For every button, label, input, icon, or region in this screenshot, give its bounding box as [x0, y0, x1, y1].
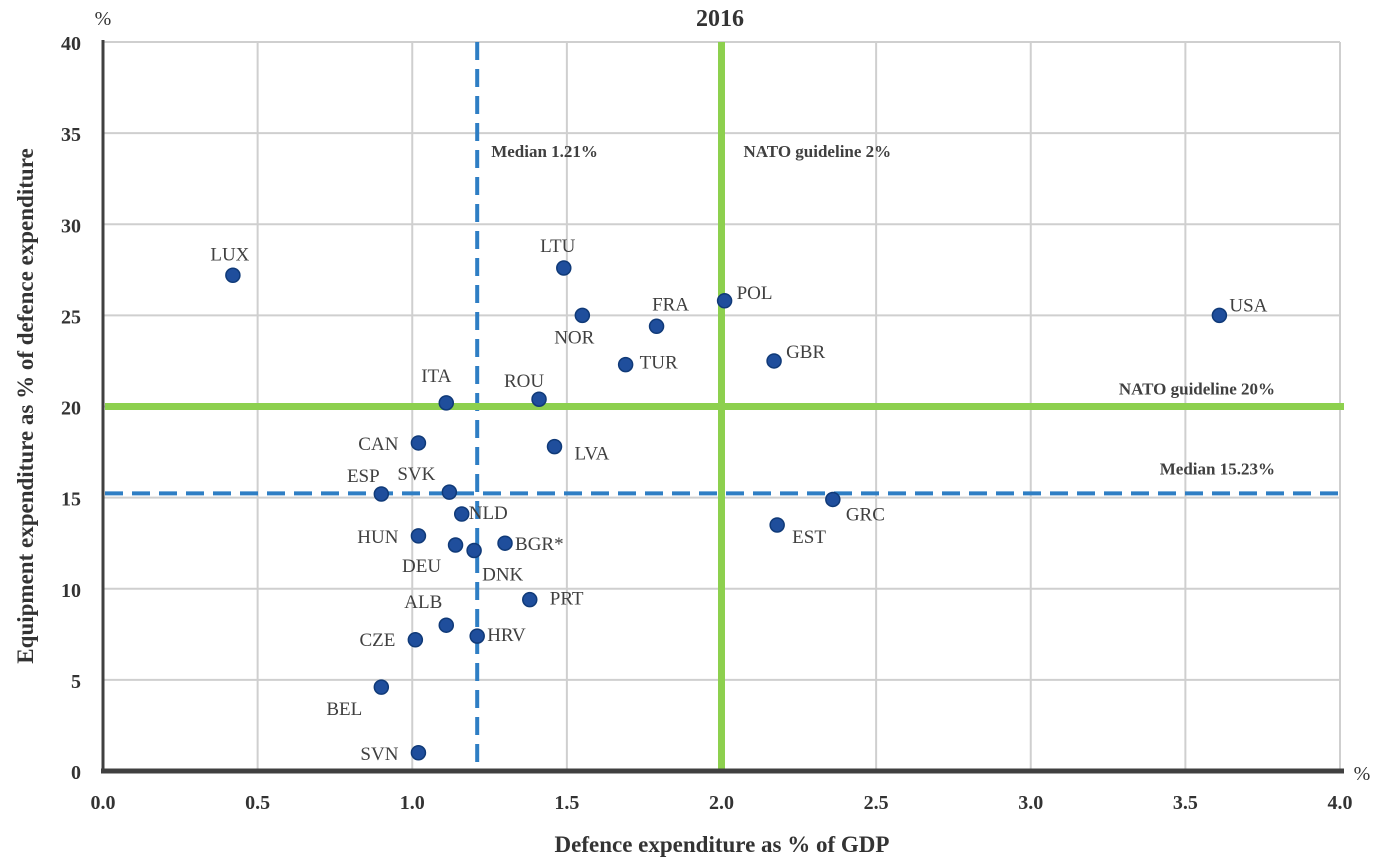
y-tick-label: 30 [61, 215, 81, 237]
scatter-point [466, 542, 482, 559]
scatter-point [410, 745, 427, 761]
point-label: HRV [487, 625, 526, 646]
x-tick-label: 4.0 [1328, 792, 1353, 814]
scatter-point [447, 537, 464, 553]
point-label: ALB [404, 592, 442, 613]
y-tick-label: 25 [61, 306, 81, 328]
scatter-point [469, 628, 485, 644]
point-label: LUX [210, 244, 249, 265]
point-label: POL [737, 283, 773, 304]
y-tick-label: 20 [61, 398, 81, 420]
chart-title: 2016 [696, 6, 744, 32]
reference-lines: Median 1.21% Median 15.23% NATO guideline … [105, 42, 1344, 769]
scatter-point [825, 491, 841, 508]
reference-line-label: Median 15.23% [1160, 459, 1275, 478]
point-label: PRT [550, 589, 584, 610]
point-label: NOR [554, 327, 594, 348]
y-tick-label: 35 [61, 124, 81, 146]
scatter-point [373, 679, 390, 695]
x-tick-label: 1.5 [554, 792, 579, 814]
x-tick-label: 0.0 [91, 792, 116, 814]
scatter-point [438, 395, 455, 411]
y-tick-label: 40 [61, 33, 81, 55]
scatter-point [438, 617, 455, 633]
y-tick-label: 10 [61, 580, 81, 602]
point-label: EST [792, 527, 826, 548]
reference-line-label: NATO guideline 2% [744, 142, 892, 161]
x-tick-label: 2.0 [709, 792, 734, 814]
scatter-point [716, 293, 733, 309]
x-tick-label: 0.5 [245, 792, 270, 814]
scatter-point [410, 528, 427, 544]
y-tick-label: 5 [71, 671, 81, 693]
point-label: BGR* [515, 534, 564, 555]
scatter-point [225, 267, 241, 284]
scatter-point [556, 260, 572, 276]
point-label: HUN [357, 527, 398, 548]
x-axis-title: Defence expenditure as % of GDP [555, 832, 890, 857]
y-axis-title: Equipment expenditure as % of defence ex… [13, 148, 38, 663]
x-tick-label: 2.5 [864, 792, 889, 814]
point-label: BEL [326, 699, 362, 720]
point-label: CAN [358, 434, 398, 455]
scatter-point [546, 438, 563, 455]
point-label: LVA [575, 444, 610, 465]
scatter-point [497, 535, 513, 551]
scatter-point [453, 506, 470, 522]
point-label: GBR [786, 342, 825, 363]
x-tick-label: 3.5 [1173, 792, 1198, 814]
point-label: CZE [359, 630, 395, 651]
scatter-point [648, 318, 665, 335]
scatter-point [769, 517, 785, 533]
point-label: SVN [360, 744, 398, 765]
point-label: ITA [421, 366, 451, 387]
y-tick-label: 0 [71, 762, 81, 784]
scatter-point [531, 391, 547, 407]
scatter-point [410, 435, 427, 451]
scatter-point [574, 307, 591, 324]
point-label: NLD [469, 503, 508, 524]
scatter-point [766, 353, 782, 369]
point-label: USA [1229, 295, 1267, 316]
x-tick-label: 3.0 [1018, 792, 1043, 814]
chart-text: 2016 Defence expenditure as % of GDP Equ… [13, 6, 1370, 857]
point-label: SVK [397, 464, 435, 485]
reference-line-label: Median 1.21% [491, 142, 598, 161]
scatter-point [373, 486, 390, 502]
axes: 0.0 0.5 1.0 1.5 2.0 2.5 3.0 3.5 4.0 0 5 10 15 20 25 30 3… [61, 33, 1353, 814]
reference-line-label: NATO guideline 20% [1119, 380, 1275, 399]
point-label: ROU [504, 371, 544, 392]
point-label: DNK [482, 564, 523, 585]
x-tick-label: 1.0 [400, 792, 425, 814]
y-axis-unit: % [95, 8, 112, 30]
data-points: LUX LTU POL USA NOR FRA TUR GBR ITA ROU CAN LVA ESP S… [210, 236, 1267, 765]
point-label: LTU [540, 236, 575, 257]
x-axis-unit: % [1354, 763, 1371, 785]
point-label: TUR [640, 353, 678, 374]
point-label: ESP [347, 466, 380, 487]
scatter-point [522, 591, 538, 608]
y-tick-label: 15 [61, 489, 81, 511]
point-label: GRC [846, 504, 885, 525]
point-label: FRA [652, 294, 689, 315]
scatter-point [407, 632, 424, 648]
scatter-point [1211, 307, 1228, 324]
scatter-point [441, 484, 458, 500]
point-label: DEU [402, 556, 441, 577]
scatter-point [617, 356, 634, 373]
